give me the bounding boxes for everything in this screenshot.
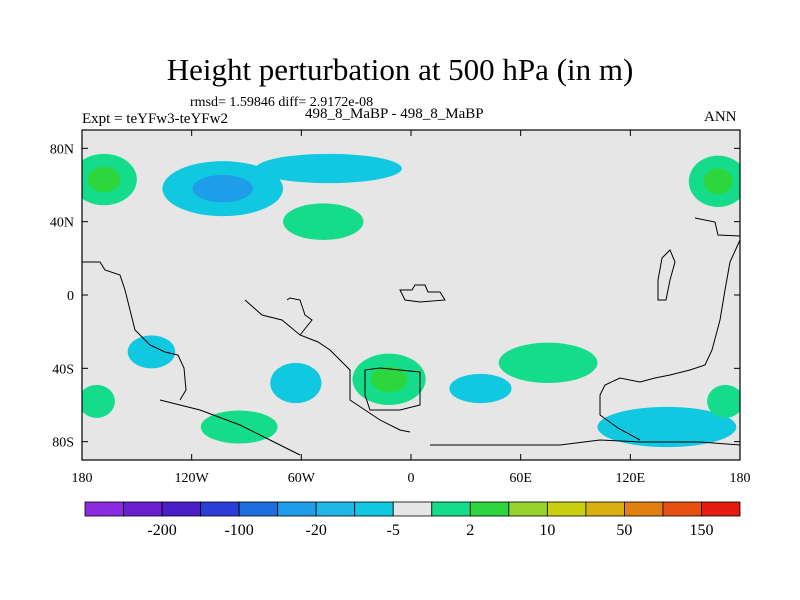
coastline-australia-east (599, 239, 740, 441)
x-tick-label: 60E (509, 471, 532, 486)
coastline-north-america-west (82, 261, 187, 401)
coastline-east-pacific (657, 249, 676, 301)
colorbar-label: -5 (387, 522, 400, 539)
x-tick-label: 60W (288, 471, 316, 486)
colorbar-swatch (469, 501, 510, 517)
y-tick-label: 40N (50, 216, 74, 231)
colorbar-swatch (662, 501, 702, 517)
colorbar-swatch (624, 501, 664, 517)
colorbar-swatch (546, 501, 587, 517)
anomaly-south-pacific-far-west-positive (82, 384, 115, 418)
coastline-east-asia (694, 217, 740, 237)
experiment-label: Expt = teYFw3-teYFw2 (82, 111, 228, 127)
anomaly-south-pacific-negative (127, 335, 176, 369)
colorbar-swatch (277, 501, 317, 517)
coastline-south-atlantic-island (364, 367, 421, 411)
colorbar-swatch (431, 501, 471, 517)
anomaly-core-east-asia-north-positive (703, 168, 733, 195)
x-tick-label: 120W (175, 471, 210, 486)
colorbar-swatch (161, 501, 201, 517)
y-tick-label: 40S (52, 362, 74, 377)
colorbar-swatch (200, 501, 240, 517)
colorbar-label: -20 (306, 522, 327, 539)
coastlines (82, 217, 740, 456)
y-tick-label: 0 (67, 289, 74, 304)
colorbar-swatch (354, 501, 394, 517)
colorbar-label: 150 (689, 522, 713, 539)
colorbar-swatch (585, 501, 625, 517)
season-label: ANN (704, 109, 737, 125)
y-tick-label: 80S (52, 436, 74, 451)
x-tick-label: 180 (72, 471, 93, 486)
coastline-antarctica (159, 399, 740, 456)
anomaly-southern-ocean-positive (200, 410, 278, 444)
coastline-africa-islands (286, 297, 313, 336)
anomaly-south-pacific-far-east-positive (707, 384, 740, 418)
colorbar-swatch (508, 501, 548, 517)
chart-title: Height perturbation at 500 hPa (in m) (166, 52, 634, 87)
colorbar-label: -100 (224, 522, 253, 539)
anomaly-north-atlantic-positive (283, 203, 364, 241)
colorbar-swatch (238, 501, 279, 517)
anomaly-core-west-pacific-north-positive (87, 166, 121, 193)
x-tick-label: 0 (408, 471, 415, 486)
case-label: 498_8_MaBP - 498_8_MaBP (305, 106, 484, 122)
x-tick-label: 180 (730, 471, 751, 486)
colorbar-label: 10 (539, 522, 555, 539)
x-tick-label: 120E (616, 471, 646, 486)
coastline-south-america (244, 299, 411, 433)
anomaly-core-north-pacific-negative (192, 174, 253, 203)
colorbar-label: 50 (616, 522, 632, 539)
colorbar-swatch (701, 501, 741, 517)
colorbar-swatch (392, 501, 433, 517)
anomaly-southern-ocean-negative (597, 406, 737, 448)
anomaly-south-america-negative (270, 362, 322, 404)
colorbar-label: 2 (466, 522, 474, 539)
coastline-mid-ocean (399, 284, 446, 303)
anomaly-north-america-negative-band (255, 153, 402, 184)
colorbar-swatch (84, 501, 124, 517)
colorbar-swatch (123, 501, 163, 517)
colorbar-label: -200 (147, 522, 176, 539)
rmsd-diff-stats: rmsd= 1.59846 diff= 2.9172e-08 (190, 95, 374, 110)
y-tick-label: 80N (50, 142, 74, 157)
anomaly-indian-ocean-positive (498, 342, 598, 384)
anomaly-indian-ocean-negative (449, 373, 512, 404)
colorbar-swatch (315, 501, 356, 517)
anomaly-core-south-atlantic-positive (370, 366, 408, 393)
